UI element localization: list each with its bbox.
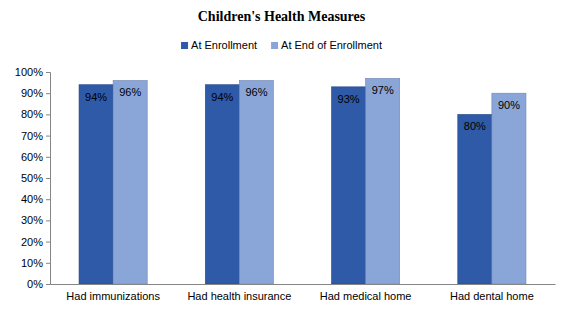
legend-label: At Enrollment (191, 39, 257, 51)
y-tick-label: 90% (21, 87, 43, 99)
x-tick: Had medical home (320, 284, 412, 302)
y-tick: 40% (21, 193, 50, 205)
y-tick-mark (46, 114, 50, 115)
y-tick-label: 80% (21, 108, 43, 120)
y-tick-mark (46, 178, 50, 179)
bar (332, 87, 366, 284)
y-tick-label: 100% (15, 66, 43, 78)
y-tick: 50% (21, 172, 50, 184)
y-tick-label: 40% (21, 193, 43, 205)
y-tick-mark (46, 263, 50, 264)
bars (79, 78, 526, 284)
y-tick-label: 10% (21, 257, 43, 269)
y-tick: 90% (21, 87, 50, 99)
legend-item: At Enrollment (181, 39, 257, 51)
x-tick: Had immunizations (66, 284, 160, 302)
y-tick-mark (46, 242, 50, 243)
x-axis: Had immunizations Had health insurance Had… (51, 284, 556, 302)
bar (492, 93, 526, 284)
y-tick-mark (46, 284, 50, 285)
y-tick: 100% (15, 66, 50, 78)
bar (79, 85, 113, 284)
data-label: 93% (338, 93, 360, 105)
legend-item: At End of Enrollment (271, 39, 382, 51)
y-tick: 80% (21, 108, 50, 120)
y-tick-mark (46, 72, 50, 73)
data-label: 97% (372, 84, 394, 96)
data-label: 94% (85, 91, 107, 103)
y-tick-label: 60% (21, 151, 43, 163)
x-tick: Had dental home (450, 284, 534, 302)
y-tick-mark (46, 93, 50, 94)
y-tick: 0% (27, 278, 50, 290)
bar (205, 85, 239, 284)
chart: Children's Health MeasuresAt EnrollmentA… (0, 0, 563, 317)
y-tick-mark (46, 136, 50, 137)
bar (239, 80, 273, 284)
plot: 0% 10% 20% 30% 40% 50% 60% 70% 80% 90% 100% Had imm… (15, 66, 556, 302)
y-tick-mark (46, 157, 50, 158)
legend-swatch (181, 42, 188, 49)
y-axis-line (46, 73, 51, 285)
y-tick-label: 30% (21, 214, 43, 226)
data-labels: 94% 94% 93% 80% 96% 96% 97% 90% (85, 84, 520, 132)
data-label: 80% (464, 120, 486, 132)
x-tick-label: Had medical home (320, 290, 412, 302)
y-tick-mark (46, 199, 50, 200)
y-axis: 0% 10% 20% 30% 40% 50% 60% 70% 80% 90% 100% (15, 66, 51, 290)
legend: At Enrollment At End of Enrollment (181, 39, 382, 51)
y-tick: 60% (21, 151, 50, 163)
bar (366, 78, 400, 284)
x-axis-line (51, 284, 556, 285)
legend-swatch (271, 42, 278, 49)
y-tick-label: 50% (21, 172, 43, 184)
y-tick-label: 70% (21, 130, 43, 142)
data-label: 96% (119, 86, 141, 98)
y-tick-label: 20% (21, 236, 43, 248)
data-label: 90% (498, 99, 520, 111)
data-label: 96% (245, 86, 267, 98)
legend-label: At End of Enrollment (281, 39, 382, 51)
y-tick: 20% (21, 236, 50, 248)
y-tick: 30% (21, 214, 50, 226)
x-tick-label: Had immunizations (66, 290, 160, 302)
y-tick-mark (46, 220, 50, 221)
x-tick-label: Had dental home (450, 290, 534, 302)
title: Children's Health Measures (198, 9, 366, 24)
bar (458, 114, 492, 284)
x-tick-label: Had health insurance (187, 290, 291, 302)
data-label: 94% (211, 91, 233, 103)
y-tick-label: 0% (27, 278, 43, 290)
y-tick: 70% (21, 130, 50, 142)
bar (113, 80, 147, 284)
y-tick: 10% (21, 257, 50, 269)
x-tick: Had health insurance (187, 284, 291, 302)
